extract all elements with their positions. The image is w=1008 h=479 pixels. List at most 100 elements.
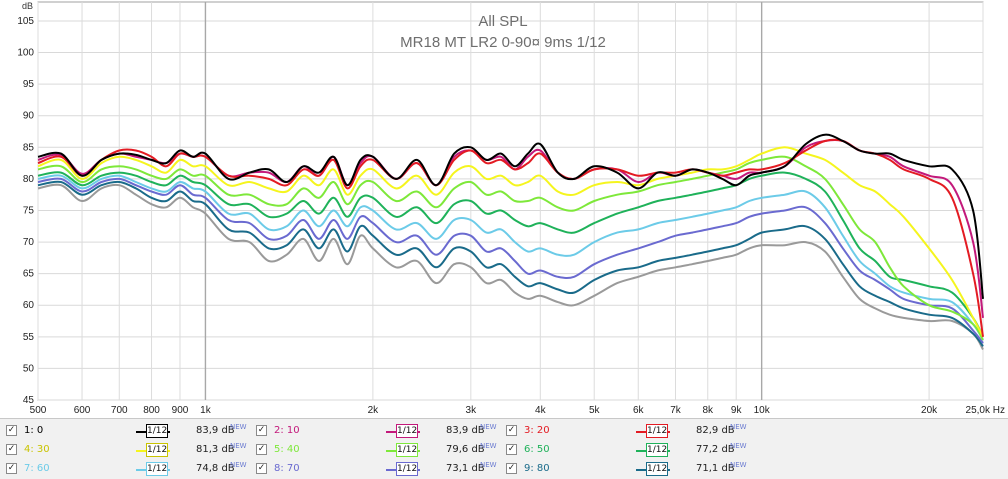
legend-new-badge: NEW	[730, 423, 747, 431]
legend-smoothing-button[interactable]: 1/12	[396, 462, 418, 476]
y-tick-label: 80	[23, 174, 35, 185]
chart-title: All SPL	[478, 13, 527, 30]
x-tick-label: 10k	[754, 405, 771, 416]
legend-new-badge: NEW	[480, 442, 497, 450]
legend-series-name: 8: 70	[274, 463, 300, 474]
y-tick-label: 65	[23, 269, 35, 280]
legend-level: 81,3 dB	[196, 444, 235, 455]
series-line-4-30	[37, 146, 984, 338]
legend-level: 74,8 dB	[196, 463, 235, 474]
legend-checkbox[interactable]: ✓	[506, 444, 517, 455]
y-tick-label: 85	[23, 142, 35, 153]
y-tick-label: 95	[23, 79, 35, 90]
y-tick-label: 45	[23, 395, 35, 406]
legend-series-name: 6: 50	[524, 444, 550, 455]
x-tick-label: 8k	[702, 405, 714, 416]
y-axis: 45 50 55 60 65 70 75 80 85 90 95 100 105	[17, 16, 34, 406]
x-tick-label: 6k	[633, 405, 645, 416]
legend-smoothing-button[interactable]: 1/12	[646, 443, 668, 457]
legend-item[interactable]: ✓ 7: 60 1/12 74,8 dB NEW	[6, 461, 251, 479]
grid	[37, 2, 984, 401]
series-line-7-60	[37, 174, 984, 341]
legend-level: 83,9 dB	[446, 425, 485, 436]
legend-smoothing-button[interactable]: 1/12	[146, 424, 168, 438]
legend-checkbox[interactable]: ✓	[6, 444, 17, 455]
legend-series-name: 2: 10	[274, 425, 300, 436]
legend-level: 82,9 dB	[696, 425, 735, 436]
x-tick-label: 25,0k Hz	[966, 405, 1005, 416]
series-line-10-90	[37, 183, 984, 351]
legend-item[interactable]: ✓ 4: 30 1/12 81,3 dB NEW	[6, 442, 251, 460]
y-tick-label: 105	[17, 16, 34, 27]
series-line-5-40	[37, 155, 984, 341]
x-tick-label: 5k	[589, 405, 601, 416]
legend-item[interactable]: ✓ 2: 10 1/12 83,9 dB NEW	[256, 423, 501, 441]
legend-item[interactable]: ✓ 1: 0 1/12 83,9 dB NEW	[6, 423, 251, 441]
legend-new-badge: NEW	[480, 461, 497, 469]
legend: ✓ 1: 0 1/12 83,9 dB NEW ✓ 2: 10 1/12 83,9 dB NEW ✓…	[0, 418, 1008, 479]
x-tick-label: 4k	[535, 405, 547, 416]
spl-chart: 45 50 55 60 65 70 75 80 85 90 95 100 105 500 600 700 80…	[17, 1, 1005, 416]
series-layer	[37, 133, 984, 351]
x-tick-label: 900	[172, 405, 189, 416]
legend-new-badge: NEW	[480, 423, 497, 431]
legend-new-badge: NEW	[230, 423, 247, 431]
x-tick-label: 1k	[200, 405, 212, 416]
x-tick-label: 2k	[368, 405, 380, 416]
legend-series-name: 4: 30	[24, 444, 50, 455]
legend-smoothing-button[interactable]: 1/12	[646, 462, 668, 476]
series-line-9-80	[37, 180, 984, 347]
legend-series-name: 7: 60	[24, 463, 50, 474]
legend-series-name: 9: 80	[524, 463, 550, 474]
y-tick-label: 55	[23, 332, 35, 343]
x-tick-label: 20k	[921, 405, 938, 416]
legend-checkbox[interactable]: ✓	[256, 463, 267, 474]
y-tick-label: 75	[23, 205, 35, 216]
legend-item[interactable]: ✓ 5: 40 1/12 79,6 dB NEW	[256, 442, 501, 460]
legend-level: 79,6 dB	[446, 444, 485, 455]
x-tick-label: 600	[74, 405, 91, 416]
legend-series-name: 3: 20	[524, 425, 550, 436]
legend-level: 83,9 dB	[196, 425, 235, 436]
x-tick-label: 3k	[466, 405, 478, 416]
legend-level: 71,1 dB	[696, 463, 735, 474]
y-tick-label: 60	[23, 300, 35, 311]
legend-new-badge: NEW	[230, 461, 247, 469]
legend-checkbox[interactable]: ✓	[256, 444, 267, 455]
chart-subtitle: MR18 MT LR2 0-90¤ 9ms 1/12	[400, 34, 606, 51]
legend-series-name: 1: 0	[24, 425, 44, 436]
series-line-1-0	[37, 133, 984, 300]
y-tick-label: 90	[23, 111, 35, 122]
legend-checkbox[interactable]: ✓	[506, 463, 517, 474]
y-tick-label: 50	[23, 363, 35, 374]
y-tick-label: 100	[17, 48, 34, 59]
legend-smoothing-button[interactable]: 1/12	[146, 462, 168, 476]
series-line-6-50	[37, 171, 984, 338]
legend-smoothing-button[interactable]: 1/12	[396, 443, 418, 457]
legend-new-badge: NEW	[230, 442, 247, 450]
legend-checkbox[interactable]: ✓	[256, 425, 267, 436]
y-tick-label: 70	[23, 237, 35, 248]
legend-smoothing-button[interactable]: 1/12	[396, 424, 418, 438]
x-tick-label: 500	[30, 405, 47, 416]
y-axis-label: dB	[22, 1, 33, 11]
legend-checkbox[interactable]: ✓	[6, 425, 17, 436]
legend-item[interactable]: ✓ 8: 70 1/12 73,1 dB NEW	[256, 461, 501, 479]
legend-smoothing-button[interactable]: 1/12	[646, 424, 668, 438]
legend-series-name: 5: 40	[274, 444, 300, 455]
x-tick-label: 9k	[731, 405, 743, 416]
series-line-8-70	[37, 177, 984, 344]
x-tick-label: 7k	[670, 405, 682, 416]
legend-new-badge: NEW	[730, 461, 747, 469]
legend-checkbox[interactable]: ✓	[6, 463, 17, 474]
legend-item[interactable]: ✓ 3: 20 1/12 82,9 dB NEW	[506, 423, 751, 441]
legend-level: 77,2 dB	[696, 444, 735, 455]
legend-item[interactable]: ✓ 6: 50 1/12 77,2 dB NEW	[506, 442, 751, 460]
x-tick-label: 800	[143, 405, 160, 416]
legend-checkbox[interactable]: ✓	[506, 425, 517, 436]
legend-item[interactable]: ✓ 9: 80 1/12 71,1 dB NEW	[506, 461, 751, 479]
legend-smoothing-button[interactable]: 1/12	[146, 443, 168, 457]
legend-new-badge: NEW	[730, 442, 747, 450]
x-axis: 500 600 700 800 900 1k 2k 3k 4k 5k 6k 7k 8k 9k 10k 20k 2…	[30, 405, 1005, 416]
legend-level: 73,1 dB	[446, 463, 485, 474]
